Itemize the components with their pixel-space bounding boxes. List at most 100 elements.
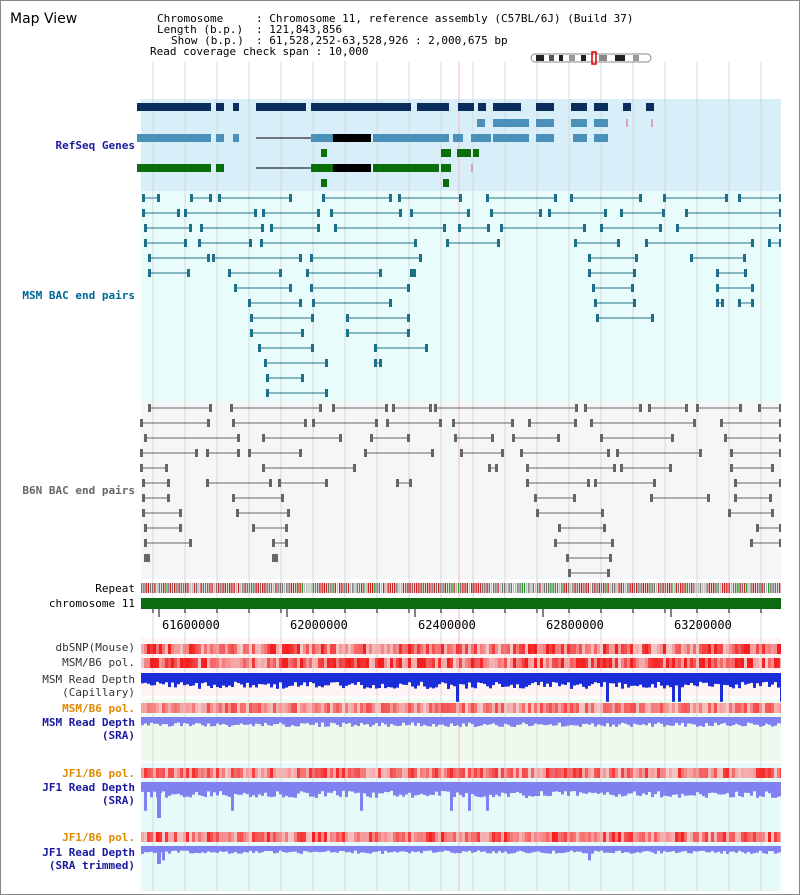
dbsnp-heat-cell <box>525 644 528 654</box>
jf1-trim-depth-bar <box>429 846 432 851</box>
dbsnp-heat-cell <box>156 644 159 654</box>
track-label-dbsnp[interactable]: dbSNP(Mouse) <box>55 641 135 654</box>
capillary-depth-bar <box>771 673 774 685</box>
track-label-b6n-bac[interactable]: B6N BAC end pairs <box>22 484 135 497</box>
jf1-pol-trim-heat-cell <box>267 832 270 842</box>
repeat-element <box>242 583 244 593</box>
msm-pol-heat-cell <box>570 658 573 668</box>
track-label-msm-b6-pol[interactable]: MSM/B6 pol. <box>62 656 135 669</box>
capillary-depth-bar <box>405 673 408 685</box>
msm-pol-sra-heat-cell <box>618 703 621 713</box>
msm-pol-heat-cell <box>318 658 321 668</box>
repeat-element <box>618 583 620 593</box>
repeat-element <box>691 583 693 593</box>
msm-pol-sra-heat-cell <box>411 703 414 713</box>
msm-pol-sra-heat-cell <box>495 703 498 713</box>
capillary-depth-bar <box>336 673 339 683</box>
track-label-msm-depth-sra[interactable]: MSM Read Depth <box>42 716 135 729</box>
msm-bac-end-mark <box>279 269 282 277</box>
repeat-element <box>592 583 594 593</box>
msm-sra-depth-bar <box>762 717 765 726</box>
b6n-bac-end-mark <box>488 464 491 472</box>
capillary-depth-bar <box>483 673 486 684</box>
repeat-element <box>182 583 185 593</box>
repeat-element <box>713 583 715 593</box>
repeat-element <box>647 583 649 593</box>
track-label-repeat[interactable]: Repeat <box>95 582 135 595</box>
jf1-sra-depth-bar <box>273 782 276 797</box>
track-label-jf1-b6-pol[interactable]: JF1/B6 pol. <box>62 767 135 780</box>
jf1-sra-depth-bar <box>291 782 294 798</box>
jf1-trim-depth-bar <box>324 846 327 852</box>
jf1-pol-heat-cell <box>291 768 294 778</box>
capillary-depth-bar <box>270 673 273 688</box>
jf1-trim-depth-bar <box>582 846 585 854</box>
jf1-pol-trim-heat-cell <box>471 832 474 842</box>
b6n-bac-end-mark <box>304 419 307 427</box>
msm-pol-heat-cell <box>435 658 438 668</box>
jf1-pol-trim-heat-cell <box>393 832 396 842</box>
msm-pol-sra-heat-cell <box>216 703 219 713</box>
capillary-depth-bar <box>444 673 447 684</box>
jf1-trim-depth-bar <box>210 846 213 853</box>
repeat-element <box>196 583 198 593</box>
repeat-element <box>273 583 275 593</box>
refseq-gene-block <box>441 164 451 172</box>
capillary-depth-bar <box>279 673 282 683</box>
jf1-trim-depth-bar <box>567 846 570 852</box>
b6n-bac-end-mark <box>724 434 727 442</box>
msm-pol-sra-heat-cell <box>231 703 234 713</box>
track-label-chromosome[interactable]: chromosome 11 <box>48 597 135 610</box>
jf1-pol-heat-cell <box>150 768 153 778</box>
msm-bac-end-mark <box>310 284 313 292</box>
repeat-element <box>774 583 776 593</box>
track-label-msm-depth-capillary[interactable]: MSM Read Depth <box>42 673 135 686</box>
jf1-sra-depth-bar <box>177 782 180 794</box>
refseq-gene-block <box>373 164 439 172</box>
jf1-trim-depth-bar <box>480 846 483 852</box>
msm-sra-depth-bar <box>666 717 669 725</box>
jf1-pol-trim-heat-cell <box>369 832 372 842</box>
jf1-sra-depth-bar <box>432 782 435 795</box>
msm-sra-depth-bar <box>258 717 261 725</box>
msm-sra-depth-bar <box>528 717 531 727</box>
msm-pol-heat-cell <box>249 658 252 668</box>
track-label-jf1-depth-sra[interactable]: JF1 Read Depth <box>42 781 135 794</box>
jf1-sra-depth-bar <box>603 782 606 795</box>
jf1-sra-depth-bar <box>384 782 387 792</box>
capillary-depth-bar <box>675 673 678 686</box>
dbsnp-heat-cell <box>396 644 399 654</box>
track-label-jf1-depth-trimmed[interactable]: JF1 Read Depth <box>42 846 135 859</box>
msm-pol-sra-heat-cell <box>621 703 624 713</box>
track-label-jf1-b6-pol-2[interactable]: JF1/B6 pol. <box>62 831 135 844</box>
msm-bac-end-mark <box>446 239 449 247</box>
msm-sra-depth-bar <box>510 717 513 727</box>
jf1-trim-depth-bar <box>720 846 723 854</box>
msm-bac-end-mark <box>379 269 382 277</box>
repeat-element <box>141 583 143 593</box>
jf1-sra-depth-bar <box>435 782 438 792</box>
capillary-depth-bar <box>543 673 546 687</box>
track-label-msm-bac[interactable]: MSM BAC end pairs <box>22 289 135 302</box>
capillary-depth-bar <box>468 673 471 683</box>
jf1-sra-depth-bar <box>480 782 483 798</box>
track-label-msm-b6-pol-sra[interactable]: MSM/B6 pol. <box>62 702 135 715</box>
capillary-depth-bar <box>666 673 669 686</box>
msm-bac-end-mark <box>716 299 719 307</box>
capillary-depth-bar <box>195 673 198 683</box>
track-label-refseq[interactable]: RefSeq Genes <box>55 139 135 152</box>
msm-pol-heat-cell <box>594 658 597 668</box>
msm-pol-sra-heat-cell <box>693 703 696 713</box>
jf1-pol-heat-cell <box>276 768 279 778</box>
repeat-element <box>363 583 365 593</box>
repeat-element <box>768 583 770 593</box>
capillary-depth-bar <box>360 673 363 686</box>
jf1-pol-heat-cell <box>465 768 468 778</box>
jf1-trim-depth-bar <box>531 846 534 853</box>
capillary-depth-bar <box>318 673 321 687</box>
jf1-pol-heat-cell <box>450 768 453 778</box>
b6n-bac-end-mark <box>566 554 569 562</box>
repeat-element <box>638 583 640 593</box>
dbsnp-heat-cell <box>576 644 579 654</box>
